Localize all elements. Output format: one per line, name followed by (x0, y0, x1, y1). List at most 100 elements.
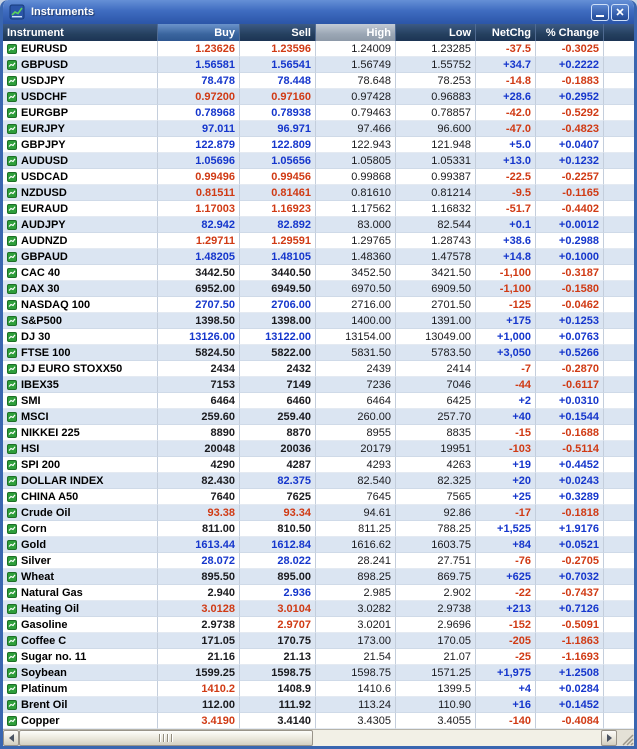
instrument-cell[interactable]: AUDJPY (3, 217, 158, 233)
buy-cell[interactable]: 4290 (158, 457, 240, 473)
pct-change-cell[interactable]: +0.0284 (536, 681, 604, 697)
pct-change-cell[interactable]: -0.6117 (536, 377, 604, 393)
instrument-cell[interactable]: Corn (3, 521, 158, 537)
buy-cell[interactable]: 1599.25 (158, 665, 240, 681)
instrument-cell[interactable]: USDCHF (3, 89, 158, 105)
buy-cell[interactable]: 82.430 (158, 473, 240, 489)
netchg-cell[interactable]: +1,525 (476, 521, 536, 537)
high-cell[interactable]: 1598.75 (316, 665, 396, 681)
table-row[interactable]: Sugar no. 11 21.16 21.13 21.54 21.07 -25 -1.16… (3, 649, 634, 665)
table-row[interactable]: AUDJPY 82.942 82.892 83.000 82.544 +0.1 +0.001… (3, 217, 634, 233)
high-cell[interactable]: 1616.62 (316, 537, 396, 553)
pct-change-cell[interactable]: +1.2508 (536, 665, 604, 681)
buy-cell[interactable]: 1398.50 (158, 313, 240, 329)
column-header-low[interactable]: Low (396, 24, 476, 41)
high-cell[interactable]: 3.4305 (316, 713, 396, 729)
low-cell[interactable]: 7565 (396, 489, 476, 505)
pct-change-cell[interactable]: +0.2988 (536, 233, 604, 249)
table-row[interactable]: NASDAQ 100 2707.50 2706.00 2716.00 2701.50 -1… (3, 297, 634, 313)
instrument-cell[interactable]: Platinum (3, 681, 158, 697)
instrument-cell[interactable]: Brent Oil (3, 697, 158, 713)
sell-cell[interactable]: 6460 (240, 393, 316, 409)
netchg-cell[interactable]: +213 (476, 601, 536, 617)
low-cell[interactable]: 2.9696 (396, 617, 476, 633)
instrument-cell[interactable]: NIKKEI 225 (3, 425, 158, 441)
table-row[interactable]: DOLLAR INDEX 82.430 82.375 82.540 82.325 +20 +… (3, 473, 634, 489)
table-row[interactable]: Natural Gas 2.940 2.936 2.985 2.902 -22 -0.743… (3, 585, 634, 601)
netchg-cell[interactable]: -125 (476, 297, 536, 313)
table-row[interactable]: HSI 20048 20036 20179 19951 -103 -0.5114 (3, 441, 634, 457)
table-row[interactable]: EURJPY 97.011 96.971 97.466 96.600 -47.0 -0.48… (3, 121, 634, 137)
high-cell[interactable]: 3452.50 (316, 265, 396, 281)
sell-cell[interactable]: 1.56541 (240, 57, 316, 73)
netchg-cell[interactable]: +1,000 (476, 329, 536, 345)
close-button[interactable] (611, 3, 629, 21)
table-row[interactable]: Platinum 1410.2 1408.9 1410.6 1399.5 +4 +0.028… (3, 681, 634, 697)
buy-cell[interactable]: 3.0128 (158, 601, 240, 617)
low-cell[interactable]: 1.55752 (396, 57, 476, 73)
high-cell[interactable]: 83.000 (316, 217, 396, 233)
sell-cell[interactable]: 5822.00 (240, 345, 316, 361)
netchg-cell[interactable]: +0.1 (476, 217, 536, 233)
buy-cell[interactable]: 8890 (158, 425, 240, 441)
low-cell[interactable]: 1.23285 (396, 41, 476, 57)
netchg-cell[interactable]: +34.7 (476, 57, 536, 73)
pct-change-cell[interactable]: +0.0012 (536, 217, 604, 233)
buy-cell[interactable]: 7153 (158, 377, 240, 393)
high-cell[interactable]: 1.56749 (316, 57, 396, 73)
sell-cell[interactable]: 259.40 (240, 409, 316, 425)
sell-cell[interactable]: 2.936 (240, 585, 316, 601)
high-cell[interactable]: 2716.00 (316, 297, 396, 313)
sell-cell[interactable]: 7149 (240, 377, 316, 393)
high-cell[interactable]: 811.25 (316, 521, 396, 537)
high-cell[interactable]: 4293 (316, 457, 396, 473)
sell-cell[interactable]: 93.34 (240, 505, 316, 521)
instrument-cell[interactable]: DOLLAR INDEX (3, 473, 158, 489)
column-header-sell[interactable]: Sell (240, 24, 316, 41)
table-row[interactable]: NZDUSD 0.81511 0.81461 0.81610 0.81214 -9.5 -0… (3, 185, 634, 201)
pct-change-cell[interactable]: -0.2705 (536, 553, 604, 569)
sell-cell[interactable]: 6949.50 (240, 281, 316, 297)
high-cell[interactable]: 28.241 (316, 553, 396, 569)
buy-cell[interactable]: 112.00 (158, 697, 240, 713)
low-cell[interactable]: 21.07 (396, 649, 476, 665)
high-cell[interactable]: 2.985 (316, 585, 396, 601)
netchg-cell[interactable]: +25 (476, 489, 536, 505)
low-cell[interactable]: 2.9738 (396, 601, 476, 617)
buy-cell[interactable]: 1.17003 (158, 201, 240, 217)
low-cell[interactable]: 0.78857 (396, 105, 476, 121)
table-row[interactable]: MSCI 259.60 259.40 260.00 257.70 +40 +0.1544 (3, 409, 634, 425)
netchg-cell[interactable]: -15 (476, 425, 536, 441)
high-cell[interactable]: 3.0282 (316, 601, 396, 617)
buy-cell[interactable]: 259.60 (158, 409, 240, 425)
sell-cell[interactable]: 21.13 (240, 649, 316, 665)
instrument-cell[interactable]: Wheat (3, 569, 158, 585)
pct-change-cell[interactable]: -0.1165 (536, 185, 604, 201)
instrument-cell[interactable]: DJ 30 (3, 329, 158, 345)
pct-change-cell[interactable]: -0.0462 (536, 297, 604, 313)
high-cell[interactable]: 94.61 (316, 505, 396, 521)
low-cell[interactable]: 6909.50 (396, 281, 476, 297)
table-row[interactable]: EURAUD 1.17003 1.16923 1.17562 1.16832 -51.7-… (3, 201, 634, 217)
table-row[interactable]: USDCAD 0.99496 0.99456 0.99868 0.99387 -22.5-… (3, 169, 634, 185)
instrument-cell[interactable]: Gasoline (3, 617, 158, 633)
instrument-cell[interactable]: EURUSD (3, 41, 158, 57)
netchg-cell[interactable]: +14.8 (476, 249, 536, 265)
buy-cell[interactable]: 2.9738 (158, 617, 240, 633)
pct-change-cell[interactable]: -0.5114 (536, 441, 604, 457)
instrument-cell[interactable]: CAC 40 (3, 265, 158, 281)
buy-cell[interactable]: 811.00 (158, 521, 240, 537)
high-cell[interactable]: 122.943 (316, 137, 396, 153)
sell-cell[interactable]: 4287 (240, 457, 316, 473)
netchg-cell[interactable]: -37.5 (476, 41, 536, 57)
sell-cell[interactable]: 1598.75 (240, 665, 316, 681)
pct-change-cell[interactable]: +0.0310 (536, 393, 604, 409)
low-cell[interactable]: 3.4055 (396, 713, 476, 729)
pct-change-cell[interactable]: -0.4823 (536, 121, 604, 137)
sell-cell[interactable]: 1.23596 (240, 41, 316, 57)
table-row[interactable]: Crude Oil 93.38 93.34 94.61 92.86 -17 -0.1818 (3, 505, 634, 521)
table-row[interactable]: DAX 30 6952.00 6949.50 6970.50 6909.50 -1,100… (3, 281, 634, 297)
low-cell[interactable]: 1.47578 (396, 249, 476, 265)
high-cell[interactable]: 113.24 (316, 697, 396, 713)
low-cell[interactable]: 1.16832 (396, 201, 476, 217)
